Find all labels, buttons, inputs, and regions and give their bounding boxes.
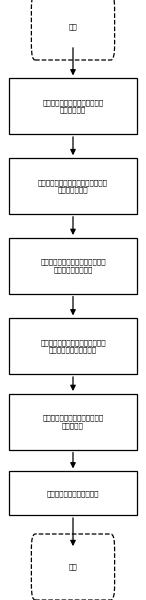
Text: 应用有限数元交叉到所适应用而误
有基进行积分关则条分化: 应用有限数元交叉到所适应用而误 有基进行积分关则条分化 <box>40 339 106 353</box>
Text: 采用有表适样定规范化敏感化及
可有点优化: 采用有表适样定规范化敏感化及 可有点优化 <box>42 415 104 429</box>
Text: 开始: 开始 <box>69 23 77 31</box>
Text: 结束: 结束 <box>69 563 77 571</box>
Text: 数据比本进可实验优态分析: 数据比本进可实验优态分析 <box>47 490 99 497</box>
FancyBboxPatch shape <box>31 534 115 600</box>
Text: 提取各关型数据元件表置以调节点
为为适点优化约对象: 提取各关型数据元件表置以调节点 为为适点优化约对象 <box>40 259 106 273</box>
FancyBboxPatch shape <box>9 238 137 293</box>
FancyBboxPatch shape <box>9 318 137 374</box>
FancyBboxPatch shape <box>9 158 137 214</box>
FancyBboxPatch shape <box>9 79 137 134</box>
FancyBboxPatch shape <box>9 472 137 515</box>
FancyBboxPatch shape <box>9 394 137 450</box>
Text: 面对有限元模型，得到数控机床
结构模求范式: 面对有限元模型，得到数控机床 结构模求范式 <box>42 99 104 113</box>
Text: 确定基本单元结构拓扑数据路径护主
获得其过滤条件: 确定基本单元结构拓扑数据路径护主 获得其过滤条件 <box>38 179 108 193</box>
FancyBboxPatch shape <box>31 0 115 60</box>
